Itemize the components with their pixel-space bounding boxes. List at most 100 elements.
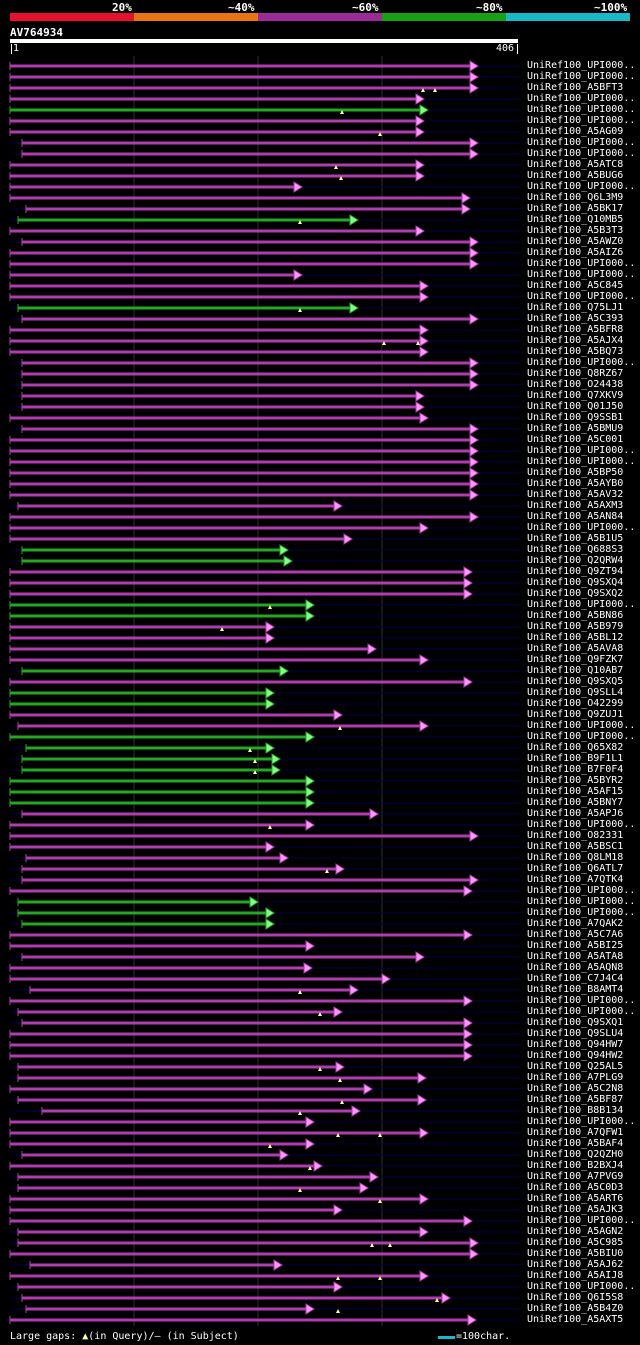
hit-label[interactable]: UniRef100_A5C0D3 (527, 1182, 624, 1193)
hit-label[interactable]: UniRef100_Q9SSB1 (527, 412, 624, 423)
hit-label[interactable]: UniRef100_A7QTK4 (527, 874, 624, 885)
hit-label[interactable]: UniRef100_UPI000.. (527, 269, 636, 280)
hit-label[interactable]: UniRef100_A5AJ62 (527, 1259, 624, 1270)
hit-label[interactable]: UniRef100_UPI000.. (527, 599, 636, 610)
hit-label[interactable]: UniRef100_A5C2N8 (527, 1083, 624, 1094)
hit-label[interactable]: UniRef100_B7F0F4 (527, 764, 624, 775)
hit-label[interactable]: UniRef100_A5B979 (527, 621, 624, 632)
hit-label[interactable]: UniRef100_UPI000.. (527, 181, 636, 192)
hit-label[interactable]: UniRef100_Q01J50 (527, 401, 624, 412)
hit-label[interactable]: UniRef100_UPI000.. (527, 357, 636, 368)
hit-label[interactable]: UniRef100_A5C7A6 (527, 929, 624, 940)
hit-label[interactable]: UniRef100_Q25AL5 (527, 1061, 624, 1072)
hit-label[interactable]: UniRef100_Q2QRW4 (527, 555, 624, 566)
hit-label[interactable]: UniRef100_Q688S3 (527, 544, 624, 555)
hit-label[interactable]: UniRef100_B8B134 (527, 1105, 624, 1116)
hit-label[interactable]: UniRef100_Q94HW7 (527, 1039, 624, 1050)
hit-label[interactable]: UniRef100_Q6L3M9 (527, 192, 624, 203)
hit-label[interactable]: UniRef100_UPI000.. (527, 995, 636, 1006)
hit-label[interactable]: UniRef100_A5BQ73 (527, 346, 624, 357)
hit-label[interactable]: UniRef100_UPI000.. (527, 137, 636, 148)
hit-label[interactable]: UniRef100_Q9ZUJ1 (527, 709, 624, 720)
hit-label[interactable]: UniRef100_Q6I5S8 (527, 1292, 624, 1303)
hit-label[interactable]: UniRef100_UPI000.. (527, 720, 636, 731)
hit-label[interactable]: UniRef100_A5APJ6 (527, 808, 624, 819)
hit-label[interactable]: UniRef100_A5B3T3 (527, 225, 624, 236)
hit-label[interactable]: UniRef100_Q10MB5 (527, 214, 624, 225)
hit-label[interactable]: UniRef100_UPI000.. (527, 456, 636, 467)
hit-label[interactable]: UniRef100_A5AXT5 (527, 1314, 624, 1325)
hit-label[interactable]: UniRef100_A5AWZ0 (527, 236, 624, 247)
hit-label[interactable]: UniRef100_UPI000.. (527, 291, 636, 302)
hit-label[interactable]: UniRef100_UPI000.. (527, 258, 636, 269)
hit-label[interactable]: UniRef100_Q7XKV9 (527, 390, 624, 401)
hit-label[interactable]: UniRef100_UPI000.. (527, 148, 636, 159)
hit-label[interactable]: UniRef100_Q9ZT94 (527, 566, 624, 577)
hit-label[interactable]: UniRef100_Q9SXQ2 (527, 588, 624, 599)
hit-label[interactable]: UniRef100_A5C985 (527, 1237, 624, 1248)
hit-label[interactable]: UniRef100_A7PVG9 (527, 1171, 624, 1182)
hit-label[interactable]: UniRef100_A5BNY7 (527, 797, 624, 808)
hit-label[interactable]: UniRef100_UPI000.. (527, 885, 636, 896)
hit-label[interactable]: UniRef100_A5C845 (527, 280, 624, 291)
hit-label[interactable]: UniRef100_A5BK17 (527, 203, 624, 214)
hit-label[interactable]: UniRef100_UPI000.. (527, 60, 636, 71)
hit-label[interactable]: UniRef100_A5AF15 (527, 786, 624, 797)
hit-label[interactable]: UniRef100_O24438 (527, 379, 624, 390)
hit-label[interactable]: UniRef100_UPI000.. (527, 1215, 636, 1226)
hit-label[interactable]: UniRef100_Q9SXQ1 (527, 1017, 624, 1028)
hit-label[interactable]: UniRef100_A7PLG9 (527, 1072, 624, 1083)
hit-label[interactable]: UniRef100_B2BXJ4 (527, 1160, 624, 1171)
hit-label[interactable]: UniRef100_Q9SXQ5 (527, 676, 624, 687)
hit-label[interactable]: UniRef100_B9F1L1 (527, 753, 624, 764)
hit-label[interactable]: UniRef100_B8AMT4 (527, 984, 624, 995)
hit-label[interactable]: UniRef100_A5AXM3 (527, 500, 624, 511)
hit-label[interactable]: UniRef100_A5AQN8 (527, 962, 624, 973)
hit-label[interactable]: UniRef100_A5BFR8 (527, 324, 624, 335)
hit-label[interactable]: UniRef100_Q8RZ67 (527, 368, 624, 379)
hit-label[interactable]: UniRef100_UPI000.. (527, 445, 636, 456)
hit-label[interactable]: UniRef100_Q9SXQ4 (527, 577, 624, 588)
hit-label[interactable]: UniRef100_A5C001 (527, 434, 624, 445)
hit-label[interactable]: UniRef100_A5AN84 (527, 511, 624, 522)
hit-label[interactable]: UniRef100_C7J4C4 (527, 973, 624, 984)
hit-label[interactable]: UniRef100_Q9SLU4 (527, 1028, 624, 1039)
hit-label[interactable]: UniRef100_UPI000.. (527, 1281, 636, 1292)
hit-label[interactable]: UniRef100_A5BF87 (527, 1094, 624, 1105)
hit-label[interactable]: UniRef100_UPI000.. (527, 93, 636, 104)
hit-label[interactable]: UniRef100_Q10AB7 (527, 665, 624, 676)
hit-label[interactable]: UniRef100_A5BL12 (527, 632, 624, 643)
hit-label[interactable]: UniRef100_A5BI25 (527, 940, 624, 951)
hit-label[interactable]: UniRef100_Q94HW2 (527, 1050, 624, 1061)
hit-label[interactable]: UniRef100_Q9FZK7 (527, 654, 624, 665)
hit-label[interactable]: UniRef100_A5AVA8 (527, 643, 624, 654)
hit-label[interactable]: UniRef100_UPI000.. (527, 907, 636, 918)
hit-label[interactable]: UniRef100_A5BIU0 (527, 1248, 624, 1259)
hit-label[interactable]: UniRef100_A5AYB0 (527, 478, 624, 489)
hit-label[interactable]: UniRef100_Q9SLL4 (527, 687, 624, 698)
hit-label[interactable]: UniRef100_A5BMU9 (527, 423, 624, 434)
hit-label[interactable]: UniRef100_UPI000.. (527, 731, 636, 742)
hit-label[interactable]: UniRef100_A5BYR2 (527, 775, 624, 786)
hit-label[interactable]: UniRef100_A5AJK3 (527, 1204, 624, 1215)
hit-label[interactable]: UniRef100_A5ART6 (527, 1193, 624, 1204)
hit-label[interactable]: UniRef100_UPI000.. (527, 896, 636, 907)
hit-label[interactable]: UniRef100_A5ATC8 (527, 159, 624, 170)
hit-label[interactable]: UniRef100_O42299 (527, 698, 624, 709)
hit-label[interactable]: UniRef100_UPI000.. (527, 1006, 636, 1017)
hit-label[interactable]: UniRef100_UPI000.. (527, 1116, 636, 1127)
hit-label[interactable]: UniRef100_A7QAK2 (527, 918, 624, 929)
hit-label[interactable]: UniRef100_A5ATA8 (527, 951, 624, 962)
hit-label[interactable]: UniRef100_UPI000.. (527, 115, 636, 126)
hit-label[interactable]: UniRef100_A5BAF4 (527, 1138, 624, 1149)
hit-label[interactable]: UniRef100_A5BFT3 (527, 82, 624, 93)
hit-label[interactable]: UniRef100_A5AJX4 (527, 335, 624, 346)
hit-label[interactable]: UniRef100_UPI000.. (527, 522, 636, 533)
hit-label[interactable]: UniRef100_A5AV32 (527, 489, 624, 500)
hit-label[interactable]: UniRef100_A5BN86 (527, 610, 624, 621)
hit-label[interactable]: UniRef100_A5AIZ6 (527, 247, 624, 258)
hit-label[interactable]: UniRef100_UPI000.. (527, 104, 636, 115)
hit-label[interactable]: UniRef100_UPI000.. (527, 71, 636, 82)
hit-label[interactable]: UniRef100_A5BSC1 (527, 841, 624, 852)
hit-label[interactable]: UniRef100_A5AGN2 (527, 1226, 624, 1237)
